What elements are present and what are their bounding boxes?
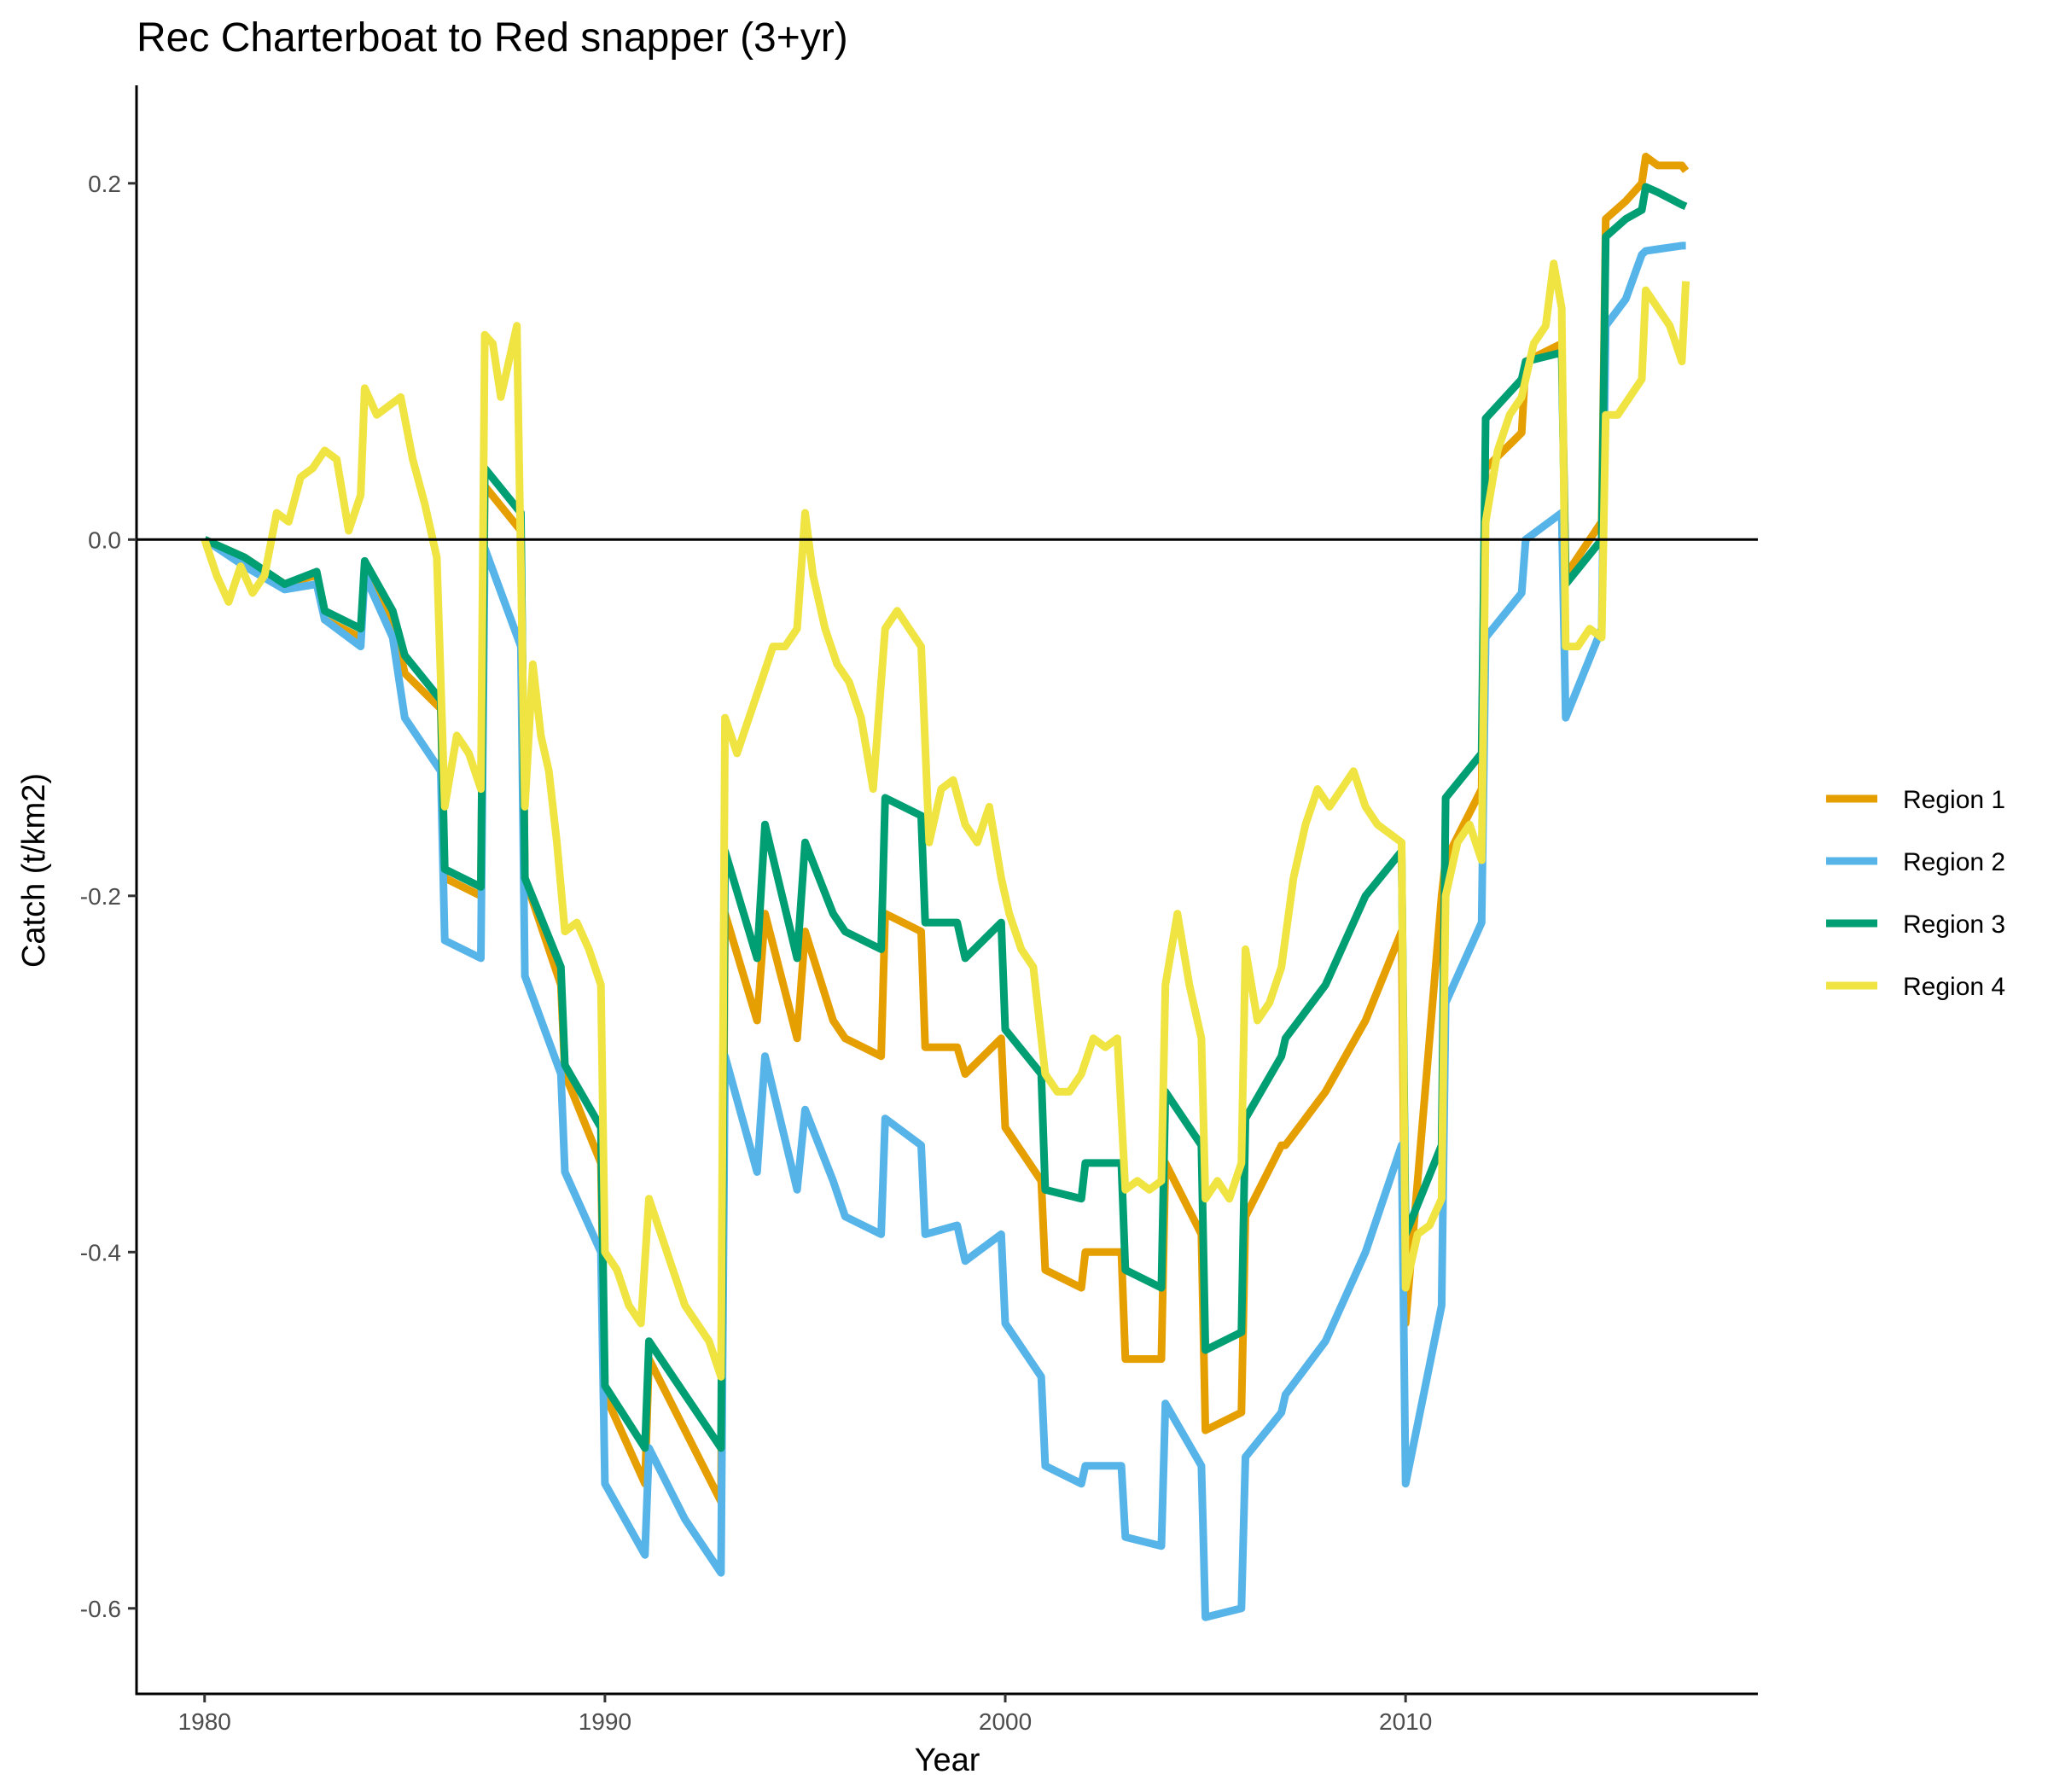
legend: Region 1 Region 2 Region 3 Region 4 xyxy=(1826,786,2005,1001)
series-layer xyxy=(201,153,1690,1621)
legend-item-region-4: Region 4 xyxy=(1826,973,2005,1001)
x-axis-ticks: 1980 1990 2000 2010 xyxy=(178,1694,1432,1735)
legend-item-region-2: Region 2 xyxy=(1826,848,2005,876)
legend-label: Region 1 xyxy=(1903,786,2005,814)
y-tick-label: 0.2 xyxy=(88,171,121,197)
series-line-region-4 xyxy=(201,259,1690,1381)
x-tick-label: 2010 xyxy=(1379,1708,1432,1735)
y-tick-label: -0.6 xyxy=(80,1596,121,1622)
chart-title: Rec Charterboat to Red snapper (3+yr) xyxy=(137,15,848,61)
legend-item-region-1: Region 1 xyxy=(1826,786,2005,814)
y-tick-label: -0.4 xyxy=(80,1239,121,1265)
series-line-region-2 xyxy=(202,241,1686,1621)
legend-label: Region 3 xyxy=(1903,911,2005,939)
x-axis-title: Year xyxy=(915,1743,980,1778)
legend-label: Region 4 xyxy=(1903,973,2005,1001)
x-tick-label: 2000 xyxy=(979,1708,1032,1735)
legend-label: Region 2 xyxy=(1903,848,2005,876)
plot-area: 1980 1990 2000 2010 0.2 0.0 -0.2 -0.4 -0.6 xyxy=(80,85,1758,1735)
y-axis-ticks: 0.2 0.0 -0.2 -0.4 -0.6 xyxy=(80,171,137,1622)
y-axis-title: Catch (t/km2) xyxy=(16,773,52,968)
x-tick-label: 1990 xyxy=(579,1708,631,1735)
y-tick-label: -0.2 xyxy=(80,883,121,910)
y-tick-label: 0.0 xyxy=(88,527,121,553)
x-tick-label: 1980 xyxy=(178,1708,231,1735)
legend-item-region-3: Region 3 xyxy=(1826,911,2005,939)
